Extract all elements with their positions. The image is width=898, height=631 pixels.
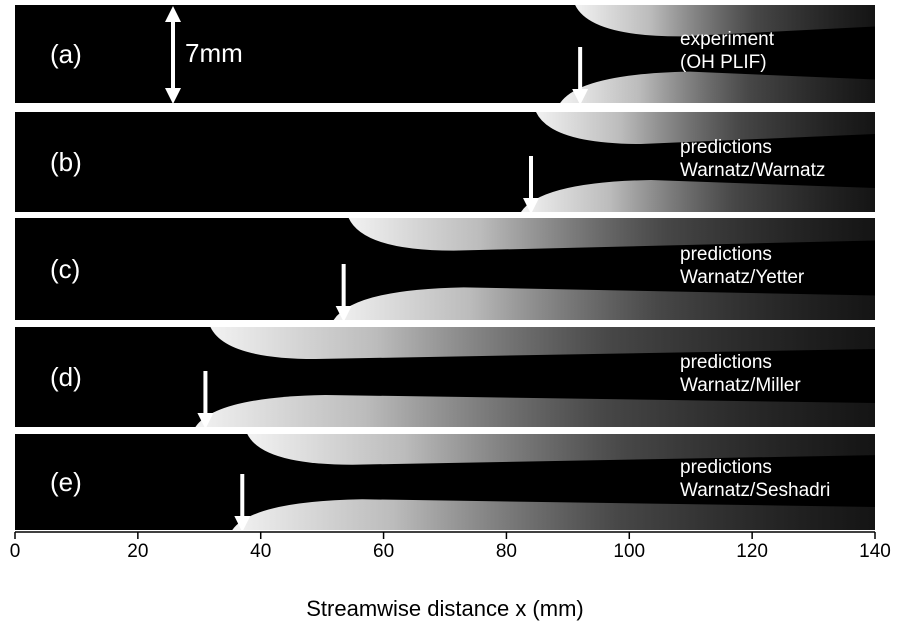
x-tick-label: 140 bbox=[859, 541, 891, 562]
panel-caption: predictions bbox=[680, 137, 772, 158]
x-tick-label: 0 bbox=[10, 541, 21, 562]
panel-label: (c) bbox=[50, 254, 80, 284]
panel-label: (e) bbox=[50, 467, 82, 497]
x-tick-label: 80 bbox=[496, 541, 517, 562]
figure: Streamwise distance x (mm) (a) experiment… bbox=[0, 0, 898, 631]
panel-caption: predictions bbox=[680, 244, 772, 265]
panel-caption: predictions bbox=[680, 457, 772, 478]
x-axis-label: Streamwise distance x (mm) bbox=[306, 596, 584, 621]
x-tick-label: 120 bbox=[736, 541, 768, 562]
x-tick-label: 60 bbox=[373, 541, 394, 562]
x-tick-label: 20 bbox=[127, 541, 148, 562]
panel-caption: predictions bbox=[680, 352, 772, 373]
panel-caption: Warnatz/Warnatz bbox=[680, 160, 825, 181]
panel-caption: Warnatz/Seshadri bbox=[680, 480, 830, 501]
panel-label: (a) bbox=[50, 39, 82, 69]
panel-label: (b) bbox=[50, 147, 82, 177]
panel-caption: experiment bbox=[680, 29, 775, 50]
scale-label: 7mm bbox=[185, 38, 243, 68]
x-tick-label: 100 bbox=[613, 541, 645, 562]
panel-caption: (OH PLIF) bbox=[680, 52, 767, 73]
panel-label: (d) bbox=[50, 362, 82, 392]
panel-caption: Warnatz/Miller bbox=[680, 375, 801, 396]
x-tick-label: 40 bbox=[250, 541, 271, 562]
panel-caption: Warnatz/Yetter bbox=[680, 267, 805, 288]
